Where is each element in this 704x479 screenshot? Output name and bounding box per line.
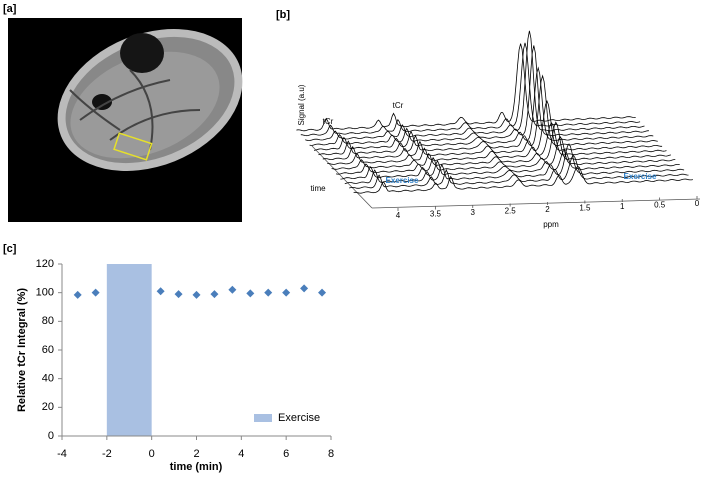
spectrum — [309, 45, 649, 146]
x-tick-label: 4 — [238, 448, 244, 460]
point — [264, 288, 273, 297]
y-tick-label: 80 — [42, 315, 54, 327]
x-tick-label: -2 — [102, 448, 112, 460]
point — [246, 289, 255, 298]
panel-label: [b] — [276, 9, 290, 21]
x-tick-label: 3 — [471, 208, 476, 217]
y-tick-label: 100 — [36, 287, 54, 299]
point — [73, 290, 82, 299]
x-tick-label: 8 — [328, 448, 334, 460]
x-tick-label: 0 — [149, 448, 155, 460]
z-axis-line — [311, 145, 373, 209]
mri-image — [8, 18, 243, 222]
spectrum — [322, 100, 663, 160]
x-tick-label: -4 — [57, 448, 67, 460]
point — [300, 284, 309, 293]
waterfall-chart: Signal (a.u) ppm time 4 3.5 3 2.5 2 1.5 1 0.5 0 t… — [296, 30, 701, 229]
spectrum — [305, 30, 645, 141]
y-tick-label: 0 — [48, 430, 54, 442]
point — [192, 290, 201, 299]
y-tick-label: 40 — [42, 373, 54, 385]
spectrum — [340, 149, 680, 180]
annotation: Exercise — [386, 176, 419, 185]
x-tick-label: 6 — [283, 448, 289, 460]
legend-label: Exercise — [278, 412, 320, 424]
scatter-chart: Relative tCr Integral (%) time (min) 020… — [16, 258, 334, 473]
y-axis-label: Relative tCr Integral (%) — [16, 288, 28, 412]
spectrum — [318, 74, 658, 156]
y-tick-label: 20 — [42, 401, 54, 413]
x-axis-line — [371, 198, 701, 209]
point — [228, 285, 237, 294]
x-axis-label: ppm — [543, 220, 559, 229]
x-tick-label: 2 — [193, 448, 199, 460]
y-tick-label: 120 — [36, 258, 54, 270]
point — [156, 287, 165, 296]
point — [318, 288, 327, 297]
z-axis-label: time — [310, 184, 326, 193]
annotation: tCr — [323, 117, 334, 126]
point — [174, 290, 183, 299]
x-axis-label: time (min) — [170, 461, 223, 473]
x-tick-label: 0.5 — [654, 201, 666, 210]
panel-label: [c] — [3, 243, 17, 255]
point — [210, 290, 219, 299]
x-tick-label: 1.5 — [579, 204, 591, 213]
x-tick-label: 0 — [695, 199, 700, 208]
x-tick-label: 2 — [545, 205, 550, 214]
x-tick-label: 2.5 — [505, 207, 517, 216]
shaded-region — [106, 264, 152, 436]
legend-swatch — [254, 414, 272, 422]
panel-label: [a] — [3, 3, 17, 15]
spectrum — [313, 66, 654, 151]
spectrum — [300, 42, 641, 137]
x-tick-label: 3.5 — [430, 210, 442, 219]
x-tick-label: 1 — [620, 202, 625, 211]
point — [282, 288, 291, 297]
spectrum — [353, 165, 693, 194]
spectrum — [335, 136, 676, 175]
annotation: Exercise — [624, 172, 657, 181]
spectrum — [349, 154, 689, 189]
y-tick-label: 60 — [42, 344, 54, 356]
x-tick-label: 4 — [396, 211, 401, 220]
spectrum — [331, 121, 672, 170]
spectrum — [327, 122, 667, 165]
annotation: tCr — [393, 101, 404, 110]
y-axis-label: Signal (a.u) — [297, 84, 306, 125]
spectrum — [296, 43, 636, 132]
spectrum — [344, 143, 685, 185]
point — [91, 288, 100, 297]
